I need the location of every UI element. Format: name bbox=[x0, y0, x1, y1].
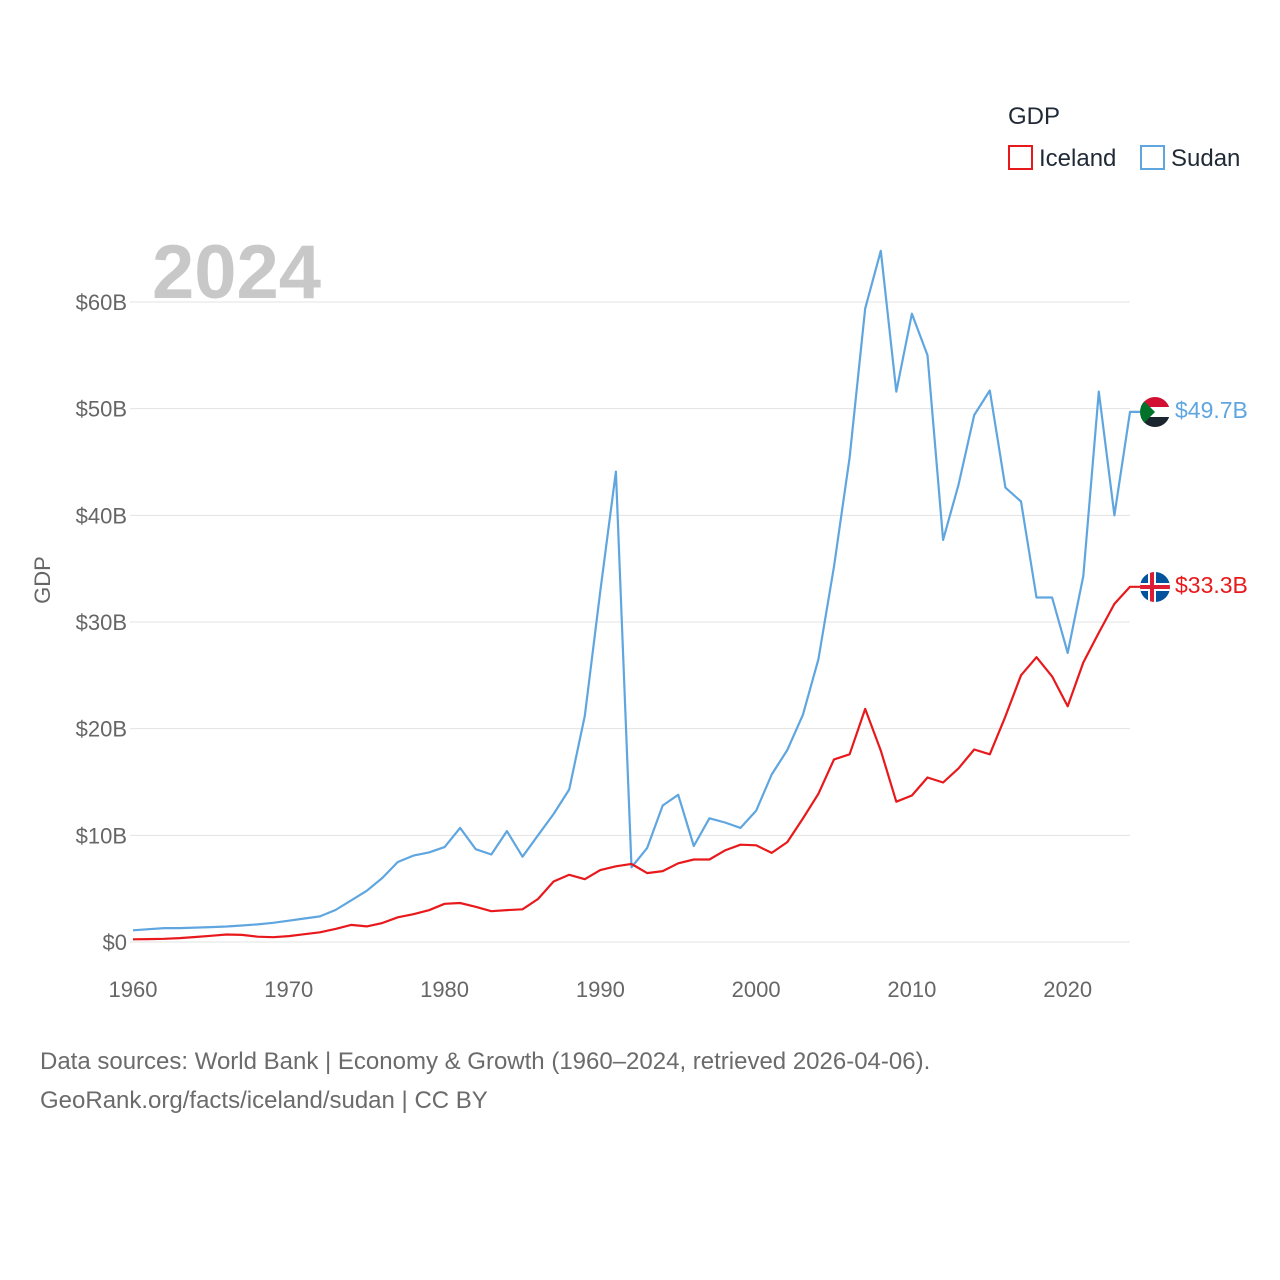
x-tick-label: 2000 bbox=[732, 977, 781, 1002]
series-line-sudan bbox=[132, 249, 1140, 932]
y-tick-label: $60B bbox=[76, 290, 127, 315]
x-tick-label: 2020 bbox=[1043, 977, 1092, 1002]
y-tick-label: $20B bbox=[76, 717, 127, 742]
y-tick-label: $40B bbox=[76, 503, 127, 528]
x-tick-label: 1980 bbox=[420, 977, 469, 1002]
footer-link[interactable]: GeoRank.org/facts/iceland/sudan | CC BY bbox=[40, 1087, 488, 1114]
y-tick-label: $0 bbox=[103, 930, 127, 955]
series-lines bbox=[132, 249, 1140, 941]
legend-item-sudan[interactable]: Sudan bbox=[1140, 145, 1240, 172]
iceland-flag-icon bbox=[1140, 572, 1170, 602]
x-tick-label: 1990 bbox=[576, 977, 625, 1002]
y-axis-title: GDP bbox=[30, 556, 55, 604]
x-tick-label: 1960 bbox=[109, 977, 158, 1002]
current-year-watermark: 2024 bbox=[152, 230, 321, 315]
x-tick-label: 2010 bbox=[887, 977, 936, 1002]
y-tick-label: $30B bbox=[76, 610, 127, 635]
legend-swatch-iceland bbox=[1008, 145, 1033, 170]
footer: Data sources: World Bank | Economy & Gro… bbox=[40, 1042, 930, 1120]
x-tick-label: 1970 bbox=[264, 977, 313, 1002]
y-tick-label: $10B bbox=[76, 823, 127, 848]
sudan-flag-icon bbox=[1140, 397, 1170, 427]
legend-swatch-sudan bbox=[1140, 145, 1165, 170]
x-axis-ticks: 1960 1970 1980 1990 2000 2010 2020 bbox=[109, 977, 1093, 1002]
y-axis-ticks: $0 $10B $20B $30B $40B $50B $60B bbox=[76, 290, 127, 955]
footer-sources: Data sources: World Bank | Economy & Gro… bbox=[40, 1048, 931, 1075]
legend-title: GDP bbox=[1008, 103, 1060, 130]
legend: GDP Iceland Sudan bbox=[1008, 103, 1240, 172]
legend-item-iceland[interactable]: Iceland bbox=[1008, 145, 1116, 172]
gridlines bbox=[130, 301, 1130, 943]
series-line-iceland bbox=[132, 585, 1140, 941]
gdp-line-chart: $0$10B$20B$30B$40B$50B$60B 1960 1970 1980 1… bbox=[30, 103, 1248, 1002]
y-tick-label: $50B bbox=[76, 397, 127, 422]
legend-label-sudan: Sudan bbox=[1171, 145, 1240, 172]
sudan-end-value-label: $49.7B bbox=[1175, 397, 1248, 423]
legend-label-iceland: Iceland bbox=[1039, 145, 1116, 172]
iceland-end-value-label: $33.3B bbox=[1175, 572, 1248, 598]
